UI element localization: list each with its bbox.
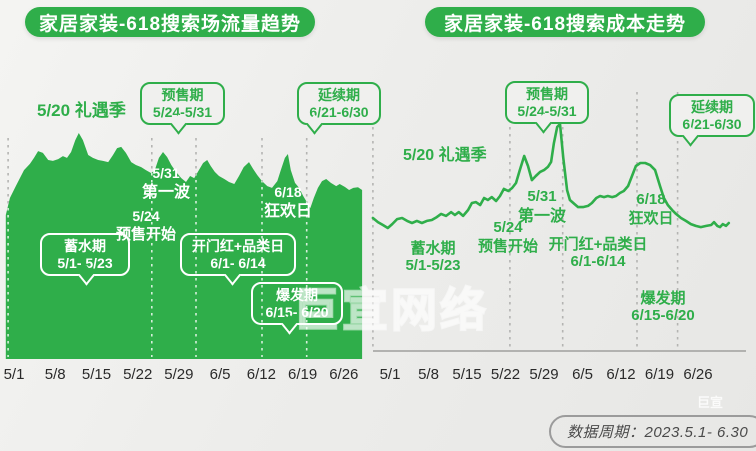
event-name: 狂欢日 xyxy=(628,209,674,227)
gift-season-name: 礼遇季 xyxy=(74,101,126,120)
bubble-phase-range: 6/21-6/30 xyxy=(682,116,742,132)
bubble-phase-range: 6/15- 6/20 xyxy=(265,304,329,320)
bubble-phase-range: 6/1- 6/14 xyxy=(210,255,266,271)
x-tick-label: 6/12 xyxy=(246,366,276,383)
right-extension-bubble: 延续期 6/21-6/30 xyxy=(669,94,755,147)
x-tick-label: 6/12 xyxy=(606,366,636,383)
event-date: 6/18 xyxy=(274,184,302,200)
x-tick-label: 5/1 xyxy=(3,366,25,383)
bubble-phase-name: 预售期 xyxy=(526,86,568,102)
right-presale-start-label: 5/24 预售开始 xyxy=(466,219,550,256)
bubble-phase-range: 5/24-5/31 xyxy=(517,103,577,119)
gift-season-name: 礼遇季 xyxy=(438,147,487,164)
x-tick-label: 6/5 xyxy=(209,366,231,383)
right-opening-label: 开门红+品类日 6/1-6/14 xyxy=(536,236,660,271)
left-presale-bubble: 预售期 5/24-5/31 xyxy=(140,82,225,135)
right-chart-title: 家居家装-618搜索成本走势 xyxy=(443,13,687,35)
bubble-phase-name: 开门红+品类日 xyxy=(191,238,285,254)
x-tick-label: 5/29 xyxy=(164,366,194,383)
phase-range: 5/1-5/23 xyxy=(405,257,461,275)
event-name: 第一波 xyxy=(141,183,190,201)
x-tick-label: 5/1 xyxy=(379,366,401,383)
right-presale-bubble: 预售期 5/24-5/31 xyxy=(505,81,589,134)
right-carnival-label: 6/18 狂欢日 xyxy=(616,191,686,228)
event-name: 预售开始 xyxy=(477,237,538,255)
left-chart-title-pill: 家居家装-618搜索场流量趋势 xyxy=(25,7,315,37)
x-tick-label: 5/29 xyxy=(529,366,559,383)
x-tick-label: 6/26 xyxy=(683,366,713,383)
left-chart-title: 家居家装-618搜索场流量趋势 xyxy=(38,13,302,35)
phase-range: 6/1-6/14 xyxy=(570,253,626,271)
event-date: 5/24 xyxy=(132,208,160,224)
x-tick-label: 6/26 xyxy=(329,366,359,383)
gift-season-date: 5/20 xyxy=(37,101,71,120)
bubble-phase-name: 预售期 xyxy=(161,87,204,103)
phase-name: 爆发期 xyxy=(640,290,686,307)
right-burst-label: 爆发期 6/15-6/20 xyxy=(617,290,709,325)
x-tick-label: 6/19 xyxy=(644,366,675,383)
data-period-badge: 数据周期：2023.5.1- 6.30 xyxy=(549,415,756,448)
bubble-phase-name: 蓄水期 xyxy=(64,238,106,254)
x-tick-label: 6/5 xyxy=(572,366,593,383)
x-tick-label: 5/22 xyxy=(123,366,153,383)
event-name: 预售开始 xyxy=(115,225,176,243)
x-tick-label: 5/22 xyxy=(490,366,521,383)
left-burst-bubble: 爆发期 6/15- 6/20 xyxy=(251,282,343,335)
bubble-phase-range: 5/24-5/31 xyxy=(152,104,213,120)
left-storage-bubble: 蓄水期 5/1- 5/23 xyxy=(40,233,130,286)
bubble-phase-name: 延续期 xyxy=(318,87,360,103)
x-tick-label: 5/8 xyxy=(44,366,66,383)
x-tick-label: 5/15 xyxy=(81,366,112,383)
x-tick-label: 6/19 xyxy=(287,366,318,383)
event-date: 6/18 xyxy=(636,191,666,208)
right-gift-season-label: 5/20 礼遇季 xyxy=(403,141,487,165)
left-presale-start-label: 5/24 预售开始 xyxy=(104,208,188,243)
left-gift-season-label: 5/20 礼遇季 xyxy=(37,96,126,121)
left-opening-bubble: 开门红+品类日 6/1- 6/14 xyxy=(180,233,296,286)
right-first-wave-label: 5/31 第一波 xyxy=(507,188,577,226)
x-tick-label: 5/15 xyxy=(452,366,482,383)
phase-range: 6/15-6/20 xyxy=(631,307,695,325)
phase-name: 蓄水期 xyxy=(410,240,456,257)
gift-season-date: 5/20 xyxy=(403,147,435,164)
x-tick-label: 5/8 xyxy=(418,366,439,383)
phase-name: 开门红+品类日 xyxy=(548,236,648,253)
event-name: 狂欢日 xyxy=(263,202,312,220)
bubble-phase-range: 5/1- 5/23 xyxy=(57,255,113,271)
event-date: 5/31 xyxy=(527,188,557,205)
left-extension-bubble: 延续期 6/21-6/30 xyxy=(297,82,381,135)
left-first-wave-label: 5/31 第一波 xyxy=(131,165,201,202)
right-chart-title-pill: 家居家装-618搜索成本走势 xyxy=(425,7,705,37)
bubble-phase-range: 6/21-6/30 xyxy=(309,104,369,120)
event-date: 5/24 xyxy=(493,219,523,236)
bubble-phase-name: 延续期 xyxy=(691,99,733,115)
watermark-text: 巨宣网络 xyxy=(292,283,489,337)
left-carnival-label: 6/18 狂欢日 xyxy=(253,184,323,221)
right-storage-label: 蓄水期 5/1-5/23 xyxy=(391,240,475,275)
watermark-small-text: 巨宣 xyxy=(697,395,724,410)
bubble-phase-name: 爆发期 xyxy=(276,287,318,303)
event-date: 5/31 xyxy=(152,165,180,181)
event-name: 第一波 xyxy=(517,207,566,225)
